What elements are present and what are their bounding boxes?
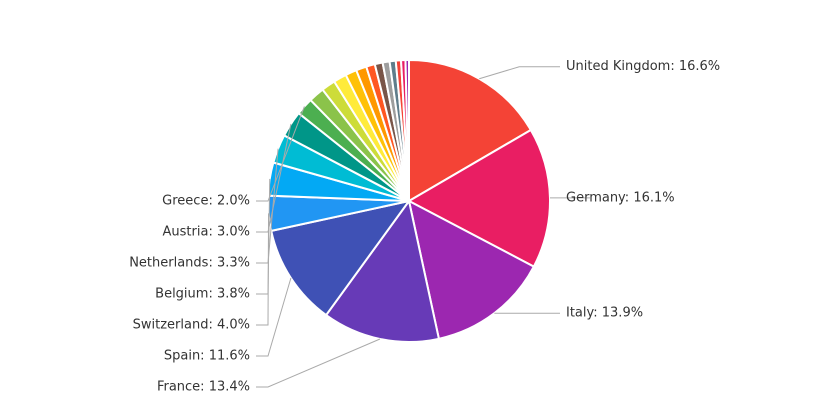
slice-label: Switzerland: 4.0% bbox=[133, 318, 250, 333]
slice-label: Italy: 13.9% bbox=[566, 306, 643, 321]
leader-line bbox=[256, 213, 270, 326]
pie-slice bbox=[404, 58, 410, 202]
slice-label: United Kingdom: 16.6% bbox=[566, 59, 720, 74]
slice-label: Belgium: 3.8% bbox=[155, 287, 250, 302]
leader-line bbox=[256, 178, 271, 295]
slice-label: France: 13.4% bbox=[157, 380, 250, 395]
pie-slice bbox=[407, 199, 536, 340]
pie-slice bbox=[408, 58, 533, 203]
leader-line bbox=[479, 66, 560, 80]
slice-label: Netherlands: 3.3% bbox=[129, 256, 250, 271]
leader-line bbox=[256, 277, 292, 357]
pie-slice bbox=[406, 128, 551, 268]
leader-line bbox=[256, 148, 279, 264]
slice-label: Greece: 2.0% bbox=[162, 194, 250, 209]
leader-line bbox=[256, 106, 305, 202]
leader-line bbox=[256, 338, 381, 388]
pie-slice bbox=[270, 199, 412, 317]
slice-label: Austria: 3.0% bbox=[163, 225, 250, 240]
slice-label: Spain: 11.6% bbox=[164, 349, 250, 364]
slice-label: Germany: 16.1% bbox=[566, 190, 675, 205]
